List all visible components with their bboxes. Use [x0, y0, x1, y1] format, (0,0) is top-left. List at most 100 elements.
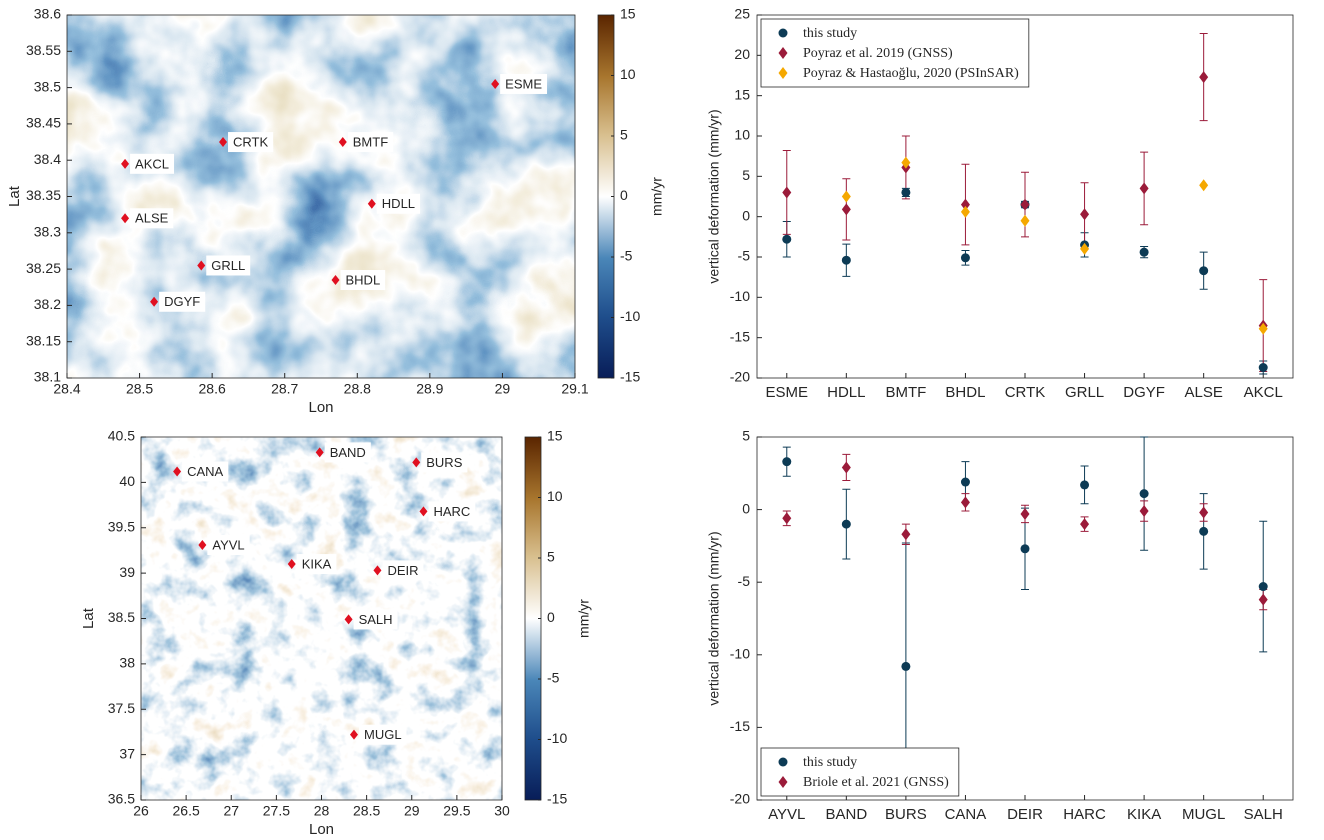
- station-marker: [367, 198, 376, 209]
- colorbar-tick-label: -10: [620, 308, 640, 324]
- y-tick-label: 20: [734, 46, 750, 62]
- x-tick-label: 26: [133, 803, 149, 819]
- y-tick-label: 5: [742, 167, 750, 183]
- data-point: [1080, 518, 1090, 531]
- x-tick-label: 27.5: [263, 803, 290, 819]
- data-point: [901, 528, 911, 541]
- x-tick-label: KIKA: [1127, 806, 1161, 823]
- y-tick-label: -15: [730, 328, 750, 344]
- station-label-box: [421, 452, 468, 473]
- data-point: [1080, 480, 1090, 490]
- station-marker: [491, 78, 500, 89]
- data-point: [960, 496, 970, 509]
- y-tick-label: 38.1: [34, 369, 61, 385]
- station-marker: [150, 296, 159, 307]
- station-label: KIKA: [302, 556, 332, 571]
- legend-box: [760, 18, 1030, 88]
- colorbar-tick-label: -10: [547, 730, 567, 746]
- x-tick-label: AKCL: [1244, 384, 1283, 401]
- data-point: [1199, 179, 1209, 192]
- y-axis-label: vertical deformation (mm/yr): [706, 109, 722, 283]
- station-marker: [198, 539, 207, 550]
- x-tick-label: GRLL: [1065, 384, 1104, 401]
- x-tick-label: 26.5: [173, 803, 200, 819]
- station-label-box: [159, 291, 206, 312]
- station-label-box: [130, 153, 175, 174]
- station-label: BAND: [330, 445, 366, 460]
- y-tick-label: 38.6: [34, 6, 61, 22]
- y-tick-label: 38.3: [34, 224, 61, 240]
- x-tick-label: AYVL: [768, 806, 805, 823]
- y-tick-label: 38.5: [108, 609, 135, 625]
- y-tick-label: 15: [734, 86, 750, 102]
- station-label: GRLL: [211, 258, 245, 273]
- plot-area: [782, 436, 1268, 791]
- data-point: [1020, 507, 1030, 520]
- y-tick-label: 38.45: [26, 115, 61, 131]
- data-point: [841, 203, 851, 216]
- y-tick-label: 10: [734, 127, 750, 143]
- colorbar-tick-label: 15: [547, 428, 563, 444]
- x-tick-label: HDLL: [827, 384, 865, 401]
- station-marker: [315, 447, 324, 458]
- station-label: ESME: [505, 76, 542, 91]
- data-point: [782, 512, 792, 525]
- x-tick-label: ALSE: [1184, 384, 1222, 401]
- legend-marker: [778, 776, 788, 788]
- station-marker: [197, 260, 206, 271]
- data-point: [1020, 214, 1030, 227]
- station-label: HARC: [433, 504, 470, 519]
- x-tick-label: CANA: [945, 806, 987, 823]
- colorbar-tick-label: -15: [547, 791, 567, 807]
- data-point: [1258, 322, 1268, 335]
- x-tick-label: 28.8: [344, 381, 371, 397]
- colorbar-tick-label: -5: [620, 248, 633, 264]
- data-point: [782, 234, 792, 244]
- station-marker: [331, 274, 340, 285]
- data-point: [901, 661, 911, 671]
- x-tick-label: ESME: [766, 384, 809, 401]
- station-label-box: [353, 609, 398, 630]
- x-tick-label: DEIR: [1007, 806, 1043, 823]
- data-point: [960, 205, 970, 218]
- y-tick-label: 38.4: [34, 151, 61, 167]
- x-tick-label: DGYF: [1123, 384, 1165, 401]
- colorbar-label: mm/yr: [649, 177, 665, 216]
- x-tick-label: BMTF: [885, 384, 926, 401]
- station-marker: [373, 565, 382, 576]
- data-point: [1258, 363, 1268, 373]
- x-tick-label: 28.4: [53, 381, 80, 397]
- station-label-box: [376, 193, 421, 214]
- data-point: [782, 186, 792, 199]
- colorbar-tick-label: 10: [620, 66, 636, 82]
- station-label-box: [500, 73, 548, 94]
- station-label-box: [228, 132, 274, 153]
- x-tick-label: MUGL: [1182, 806, 1225, 823]
- station-marker: [419, 506, 428, 517]
- y-tick-label: 36.5: [108, 791, 135, 807]
- y-tick-label: 40: [119, 473, 135, 489]
- station-label: HDLL: [382, 196, 415, 211]
- y-tick-label: 38.35: [26, 187, 61, 203]
- station-label: BURS: [426, 455, 462, 470]
- station-marker: [349, 729, 358, 740]
- legend-label: Poyraz et al. 2019 (GNSS): [803, 46, 953, 61]
- station-label-box: [130, 208, 174, 229]
- data-point: [1080, 208, 1090, 221]
- y-axis-label: vertical deformation (mm/yr): [706, 531, 722, 705]
- y-tick-label: 39.5: [108, 518, 135, 534]
- y-tick-label: -15: [730, 718, 750, 734]
- colorbar-tick-label: 10: [547, 488, 563, 504]
- station-label-box: [428, 501, 476, 522]
- x-tick-label: BHDL: [945, 384, 985, 401]
- y-tick-label: 38.25: [26, 260, 61, 276]
- y-tick-label: 38: [119, 655, 135, 671]
- data-point: [841, 519, 851, 529]
- colorbar-tick-label: -15: [620, 369, 640, 385]
- y-tick-label: -10: [730, 646, 750, 662]
- y-tick-label: 25: [734, 6, 750, 22]
- y-axis-label: Lat: [80, 607, 97, 629]
- station-label-box: [182, 461, 229, 482]
- station-label: DEIR: [387, 563, 418, 578]
- x-tick-label: 28.9: [416, 381, 443, 397]
